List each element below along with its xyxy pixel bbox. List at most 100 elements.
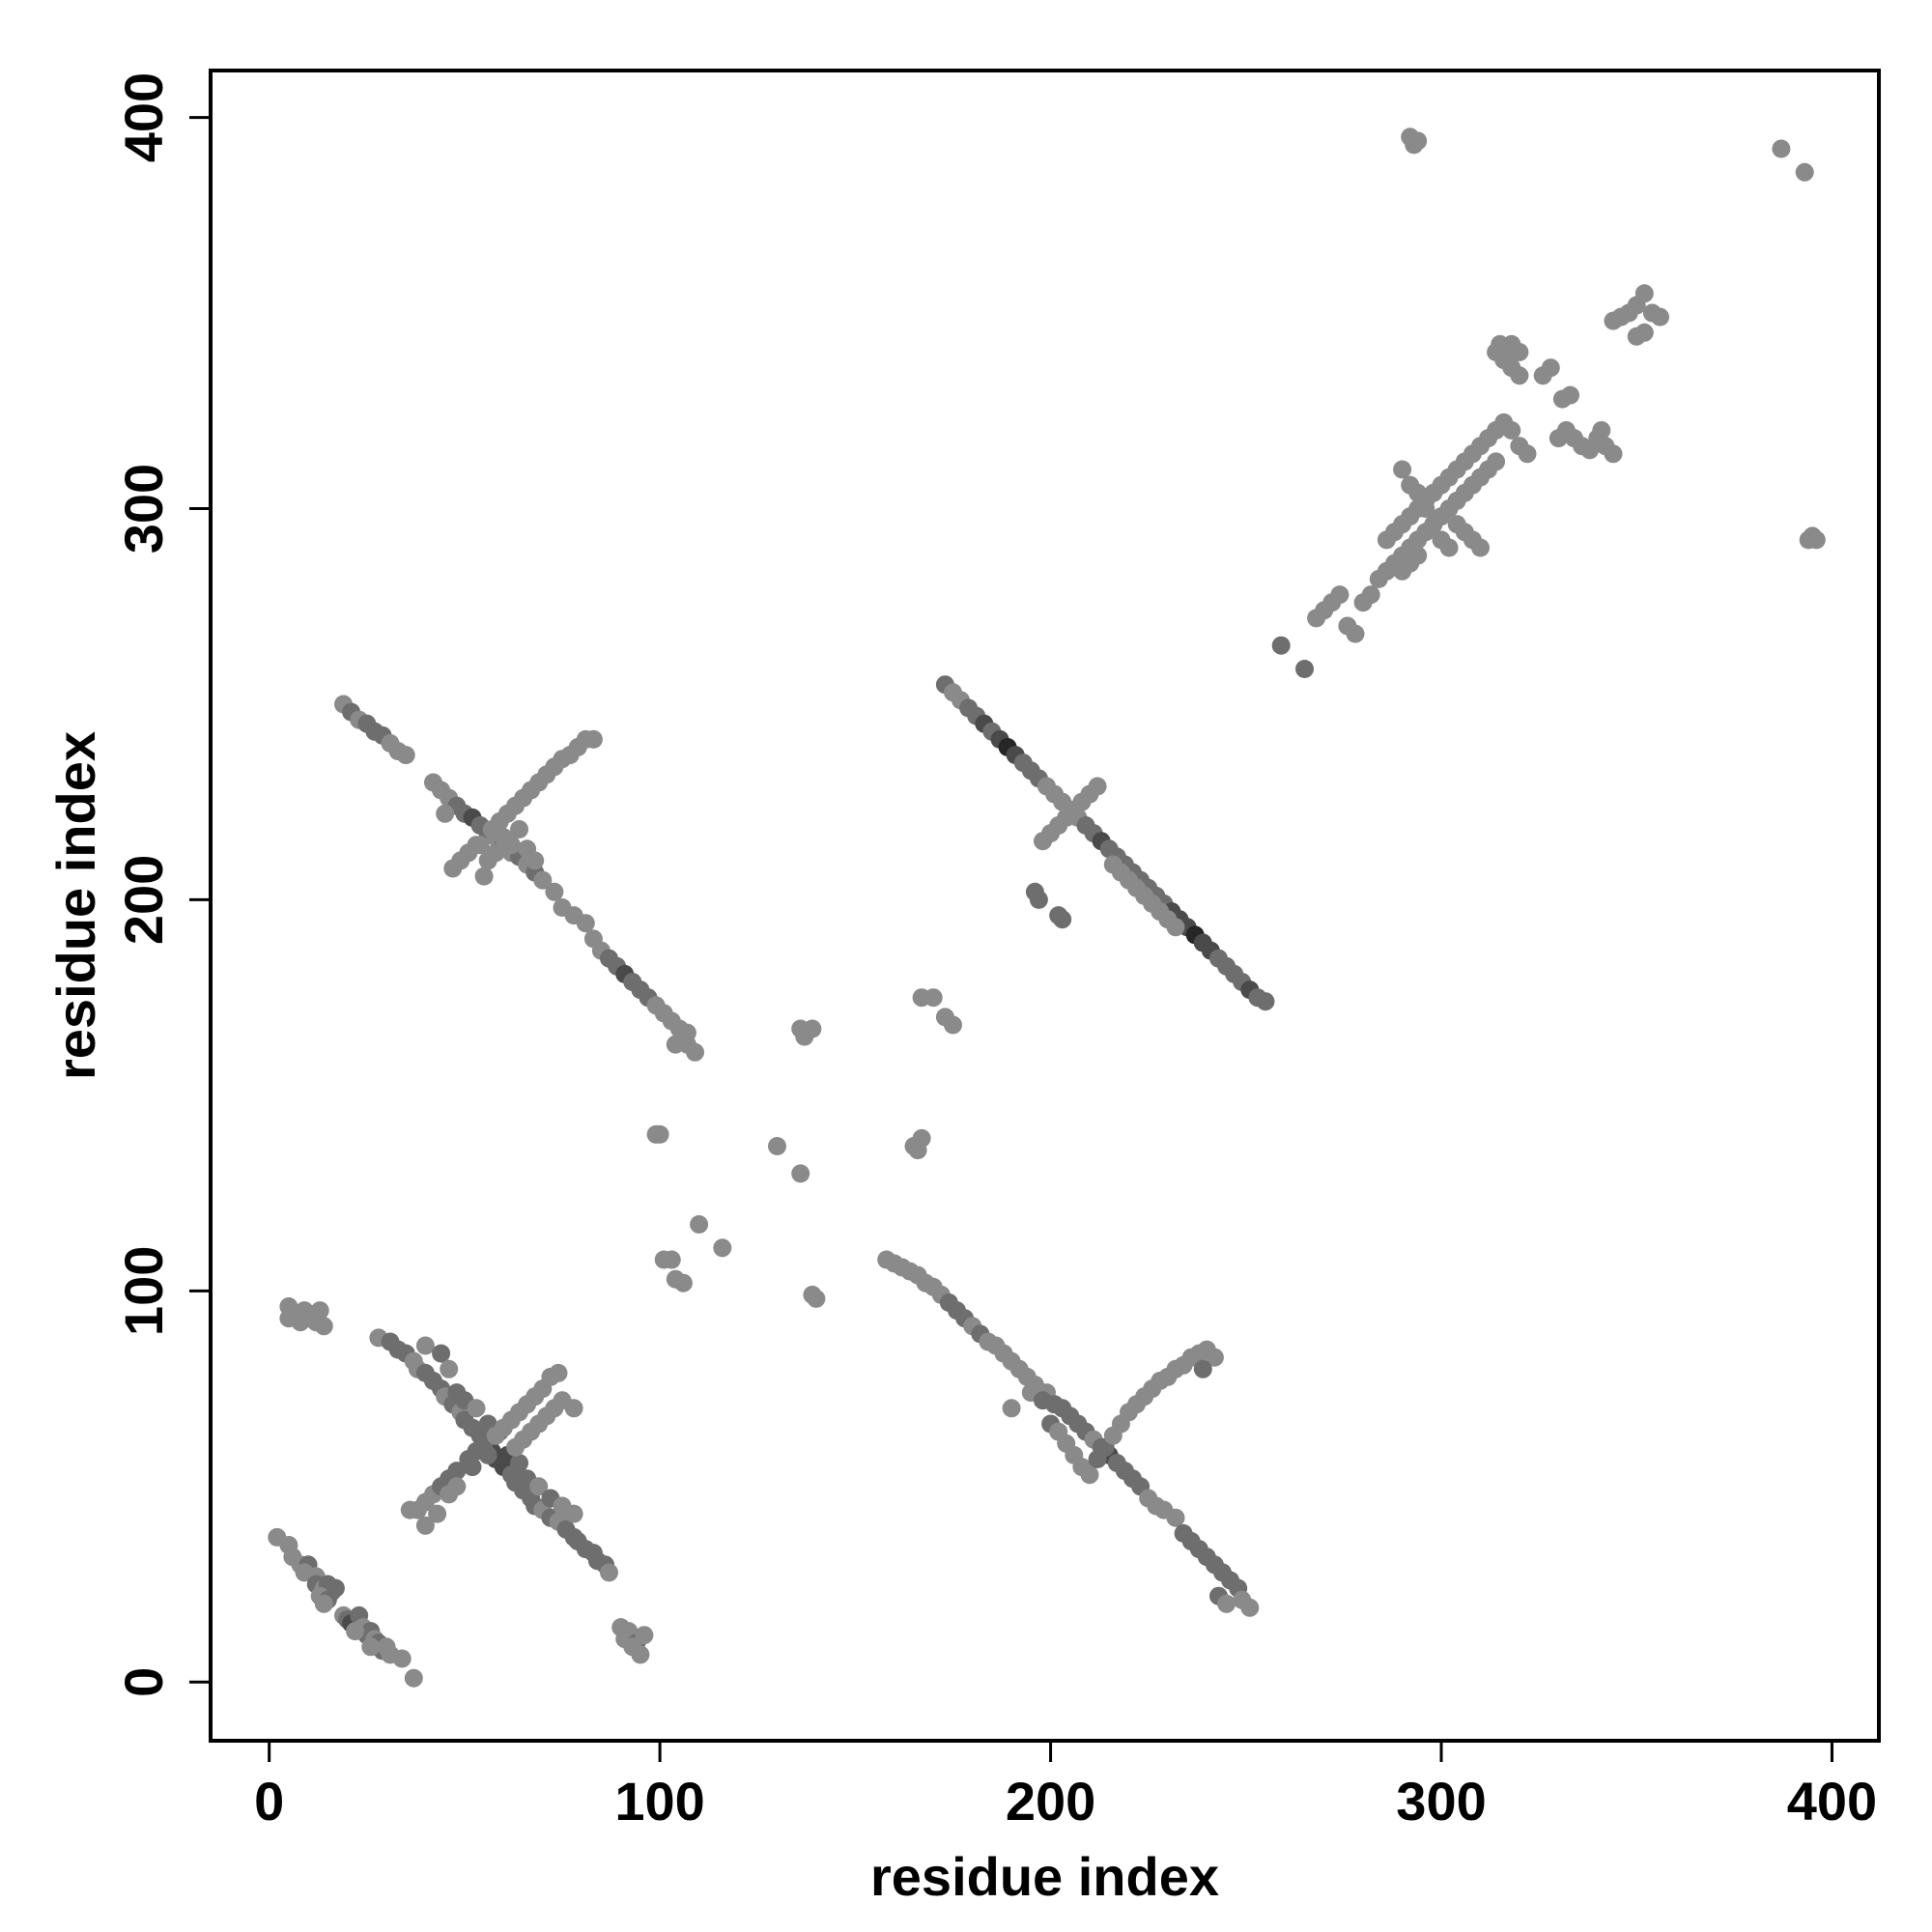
contact-point bbox=[447, 1462, 467, 1481]
contact-point bbox=[1439, 538, 1459, 557]
contact-point bbox=[314, 1594, 333, 1613]
x-tick-label: 400 bbox=[1787, 1771, 1877, 1832]
contact-point bbox=[428, 1504, 447, 1523]
contact-point bbox=[432, 1344, 451, 1363]
y-axis: 0 100 200 300 400 bbox=[113, 72, 211, 1697]
y-tick-label: 300 bbox=[113, 464, 174, 554]
contact-point bbox=[501, 836, 521, 855]
scatter-points bbox=[268, 128, 1826, 1688]
contact-point bbox=[1510, 343, 1529, 361]
contact-point bbox=[1256, 992, 1275, 1011]
contact-point bbox=[549, 1363, 568, 1382]
contact-point bbox=[1271, 636, 1291, 655]
contact-point bbox=[1393, 561, 1412, 581]
contact-point bbox=[1361, 585, 1380, 605]
contact-point bbox=[564, 1504, 583, 1523]
contact-point bbox=[1592, 421, 1611, 440]
contact-point bbox=[1518, 444, 1537, 464]
contact-point bbox=[1193, 1359, 1212, 1378]
contact-point bbox=[474, 867, 494, 886]
contact-point bbox=[1034, 1391, 1052, 1410]
contact-point bbox=[662, 1250, 681, 1269]
contact-point bbox=[1471, 538, 1490, 557]
contact-point bbox=[1166, 1508, 1185, 1527]
contact-point bbox=[314, 1317, 333, 1336]
contact-point bbox=[392, 1649, 412, 1668]
contact-point bbox=[440, 1359, 459, 1378]
contact-point bbox=[310, 1301, 329, 1321]
contact-point bbox=[1053, 910, 1072, 929]
contact-point bbox=[1408, 546, 1428, 565]
contact-point bbox=[361, 1637, 381, 1657]
contact-point bbox=[1029, 890, 1048, 909]
contact-point bbox=[944, 1015, 962, 1035]
x-tick-label: 0 bbox=[254, 1771, 284, 1832]
contact-point bbox=[470, 836, 490, 855]
y-tick-label: 200 bbox=[113, 855, 174, 945]
contact-point bbox=[1510, 366, 1529, 385]
contact-point bbox=[1561, 385, 1579, 405]
contact-point bbox=[1634, 284, 1654, 303]
contact-point bbox=[1240, 1598, 1260, 1617]
contact-point bbox=[1166, 918, 1185, 937]
contact-point bbox=[1424, 515, 1443, 534]
contact-point bbox=[576, 914, 595, 933]
contact-point bbox=[677, 1023, 696, 1042]
contact-point bbox=[1346, 624, 1365, 643]
contact-point bbox=[1002, 1399, 1021, 1418]
contact-point bbox=[415, 1336, 435, 1355]
contact-point bbox=[1806, 530, 1826, 550]
contact-point bbox=[1393, 460, 1412, 479]
contact-point bbox=[666, 1035, 685, 1054]
contact-point bbox=[686, 1042, 704, 1062]
x-tick-label: 300 bbox=[1396, 1771, 1486, 1832]
contact-point bbox=[529, 1477, 549, 1496]
contact-point bbox=[1502, 421, 1521, 440]
contact-point bbox=[533, 870, 553, 890]
y-axis-label: residue index bbox=[45, 731, 106, 1080]
contact-point bbox=[396, 746, 415, 765]
contact-point bbox=[291, 1313, 310, 1332]
contact-point bbox=[1651, 307, 1669, 327]
y-tick-label: 400 bbox=[113, 72, 174, 162]
contact-point bbox=[510, 1454, 528, 1472]
contact-point bbox=[1416, 499, 1435, 518]
contact-point bbox=[631, 1645, 650, 1664]
contact-point bbox=[795, 1027, 814, 1046]
plot-frame bbox=[209, 69, 1881, 1743]
contact-point bbox=[635, 1626, 654, 1645]
contact-point bbox=[1772, 139, 1791, 158]
y-tick-label: 0 bbox=[113, 1667, 174, 1697]
contact-point bbox=[1295, 660, 1314, 678]
contact-point bbox=[583, 729, 603, 749]
contact-point bbox=[690, 1215, 709, 1234]
contact-point bbox=[1541, 358, 1560, 378]
contact-point bbox=[673, 1273, 693, 1293]
contact-point bbox=[807, 1289, 826, 1308]
contact-point bbox=[478, 851, 497, 870]
contact-point bbox=[1487, 452, 1506, 471]
contact-point bbox=[1205, 1348, 1224, 1367]
y-tick-label: 100 bbox=[113, 1246, 174, 1336]
contact-point bbox=[404, 1668, 423, 1688]
contact-point bbox=[908, 1141, 927, 1160]
contact-point bbox=[1795, 162, 1814, 182]
contact-point bbox=[650, 1124, 669, 1144]
x-axis: 0 100 200 300 400 bbox=[254, 1741, 1877, 1832]
contact-point bbox=[923, 988, 943, 1008]
contact-point bbox=[1088, 777, 1107, 796]
x-axis-label: residue index bbox=[870, 1846, 1219, 1907]
contact-point bbox=[510, 820, 528, 838]
contact-point bbox=[447, 1477, 467, 1496]
contact-point bbox=[1408, 483, 1428, 502]
contact-point bbox=[467, 1399, 486, 1418]
contact-point bbox=[463, 1458, 482, 1477]
contact-point bbox=[1405, 135, 1424, 155]
x-tick-label: 200 bbox=[1006, 1771, 1095, 1832]
contact-point bbox=[526, 851, 545, 870]
contact-point bbox=[415, 1516, 435, 1535]
contact-point bbox=[436, 804, 455, 823]
contact-point bbox=[1330, 585, 1350, 605]
contact-point bbox=[713, 1238, 732, 1258]
